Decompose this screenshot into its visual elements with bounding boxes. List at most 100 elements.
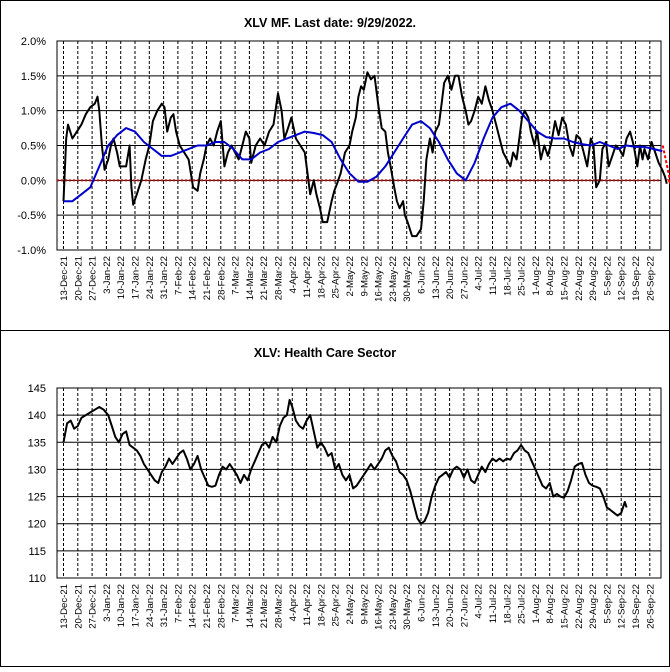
top-x-tick-label: 30-May-22	[402, 256, 413, 302]
bottom-x-tick-label: 21-Feb-22	[202, 584, 213, 628]
bottom-x-tick-label: 24-Jan-22	[145, 584, 156, 627]
top-x-tick-label: 1-Aug-22	[531, 256, 542, 295]
bottom-chart-title: XLV: Health Care Sector	[254, 346, 396, 360]
top-chart-title: XLV MF. Last date: 9/29/2022.	[244, 16, 416, 30]
top-x-tick-label: 15-Aug-22	[560, 256, 571, 301]
bottom-y-tick-label: 145	[28, 383, 46, 395]
top-series-line-2	[63, 102, 663, 203]
bottom-x-tick-label: 14-Feb-22	[188, 584, 199, 628]
top-x-tick-label: 27-Jun-22	[459, 256, 470, 299]
top-x-tick-label: 13-Dec-21	[59, 256, 70, 301]
top-x-tick-label: 7-Feb-22	[173, 256, 184, 295]
bottom-x-tick-label: 18-Jul-22	[502, 584, 513, 624]
bottom-x-tick-label: 3-Jan-22	[102, 584, 113, 622]
bottom-x-tick-label: 25-Apr-22	[331, 584, 342, 627]
forecast-arrow-head	[666, 178, 670, 185]
forecast-arrow-shaft	[661, 145, 670, 185]
top-x-tick-label: 28-Mar-22	[274, 256, 285, 300]
top-x-tick-label: 31-Jan-22	[159, 256, 170, 299]
bottom-x-tick-label: 9-May-22	[359, 584, 370, 625]
top-x-tick-label: 29-Aug-22	[588, 256, 599, 301]
top-x-tick-label: 12-Sep-22	[617, 256, 628, 301]
bottom-x-tick-label: 29-Aug-22	[588, 584, 599, 629]
bottom-x-tick-label: 16-May-22	[374, 584, 385, 630]
top-y-tick-label: -0.5%	[17, 210, 46, 222]
top-x-tick-label: 11-Jul-22	[488, 256, 499, 295]
top-x-tick-label: 19-Sep-22	[631, 256, 642, 301]
top-series-line-1	[62, 71, 668, 238]
top-x-tick-label: 17-Jan-22	[131, 256, 142, 299]
bottom-x-tick-label: 27-Jun-22	[459, 584, 470, 627]
bottom-x-tick-label: 27-Dec-21	[88, 584, 99, 629]
bottom-chart-panel: 13-Dec-21 20-Dec-21 27-Dec-21 3-Jan-22 10-Ja…	[28, 383, 662, 630]
bottom-x-tick-label: 19-Sep-22	[631, 584, 642, 629]
top-x-tick-label: 6-Jun-22	[417, 256, 428, 294]
top-x-tick-label: 2-May-22	[345, 256, 356, 297]
top-x-tick-label: 22-Aug-22	[574, 256, 585, 301]
top-x-tick-label: 16-May-22	[374, 256, 385, 302]
bottom-x-tick-label: 21-Mar-22	[259, 584, 270, 628]
bottom-y-tick-label: 115	[28, 546, 46, 558]
bottom-x-tick-label: 22-Aug-22	[574, 584, 585, 629]
top-x-tick-label: 9-May-22	[359, 256, 370, 297]
top-x-tick-label: 18-Jul-22	[502, 256, 513, 296]
top-x-tick-label: 25-Jul-22	[517, 256, 528, 296]
bottom-x-tick-label: 28-Feb-22	[216, 584, 227, 628]
bottom-x-tick-label: 11-Jul-22	[488, 584, 499, 623]
bottom-x-tick-label: 5-Sep-22	[602, 584, 613, 623]
top-y-tick-label: -1.0%	[17, 245, 46, 257]
bottom-x-tick-label: 14-Mar-22	[245, 584, 256, 628]
bottom-x-tick-label: 25-Jul-22	[517, 584, 528, 624]
top-x-tick-label: 4-Jul-22	[474, 256, 485, 291]
top-x-tick-label: 20-Jun-22	[445, 256, 456, 299]
bottom-x-tick-label: 7-Mar-22	[231, 584, 242, 623]
top-x-tick-label: 18-Apr-22	[316, 256, 327, 299]
top-y-tick-label: 2.0%	[21, 36, 46, 48]
bottom-x-tick-label: 6-Jun-22	[417, 584, 428, 622]
bottom-x-tick-label: 18-Apr-22	[316, 584, 327, 627]
top-x-tick-label: 7-Mar-22	[231, 256, 242, 295]
top-x-tick-label: 3-Jan-22	[102, 256, 113, 294]
bottom-x-tick-label: 1-Aug-22	[531, 584, 542, 623]
bottom-y-tick-label: 125	[28, 492, 46, 504]
top-x-tick-label: 10-Jan-22	[116, 256, 127, 299]
top-x-tick-label: 11-Apr-22	[302, 256, 313, 298]
top-x-tick-label: 21-Feb-22	[202, 256, 213, 300]
bottom-x-tick-label: 20-Jun-22	[445, 584, 456, 627]
top-x-tick-label: 28-Feb-22	[216, 256, 227, 300]
bottom-x-tick-label: 15-Aug-22	[560, 584, 571, 629]
bottom-x-tick-label: 20-Dec-21	[73, 584, 84, 629]
top-x-tick-label: 14-Mar-22	[245, 256, 256, 300]
top-y-tick-label: 0.5%	[21, 141, 46, 153]
top-x-tick-label: 27-Dec-21	[88, 256, 99, 301]
top-x-tick-label: 5-Sep-22	[602, 256, 613, 295]
bottom-y-tick-label: 140	[28, 410, 46, 422]
top-x-tick-label: 14-Feb-22	[188, 256, 199, 300]
bottom-x-tick-label: 2-May-22	[345, 584, 356, 625]
top-x-tick-label: 23-May-22	[388, 256, 399, 302]
bottom-y-tick-label: 120	[28, 519, 46, 531]
bottom-x-tick-label: 13-Dec-21	[59, 584, 70, 629]
top-x-tick-label: 13-Jun-22	[431, 256, 442, 299]
top-x-tick-label: 21-Mar-22	[259, 256, 270, 300]
bottom-x-tick-label: 10-Jan-22	[116, 584, 127, 627]
bottom-x-tick-label: 17-Jan-22	[131, 584, 142, 627]
bottom-x-tick-label: 7-Feb-22	[173, 584, 184, 623]
top-x-tick-label: 20-Dec-21	[73, 256, 84, 301]
top-y-tick-label: 0.0%	[21, 175, 46, 187]
bottom-x-tick-label: 8-Aug-22	[545, 584, 556, 623]
bottom-x-tick-label: 12-Sep-22	[617, 584, 628, 629]
top-x-tick-label: 4-Apr-22	[288, 256, 299, 293]
bottom-y-tick-label: 110	[28, 573, 46, 585]
bottom-x-tick-label: 26-Sep-22	[645, 584, 656, 629]
top-chart-panel: 13-Dec-21 20-Dec-21 27-Dec-21 3-Jan-22 10-Ja…	[17, 36, 670, 302]
bottom-series-line-1	[62, 398, 628, 525]
bottom-x-tick-label: 4-Jul-22	[474, 584, 485, 619]
top-x-tick-label: 26-Sep-22	[645, 256, 656, 301]
bottom-x-tick-label: 23-May-22	[388, 584, 399, 630]
bottom-y-tick-label: 130	[28, 464, 46, 476]
top-x-tick-label: 8-Aug-22	[545, 256, 556, 295]
bottom-x-tick-label: 30-May-22	[402, 584, 413, 630]
